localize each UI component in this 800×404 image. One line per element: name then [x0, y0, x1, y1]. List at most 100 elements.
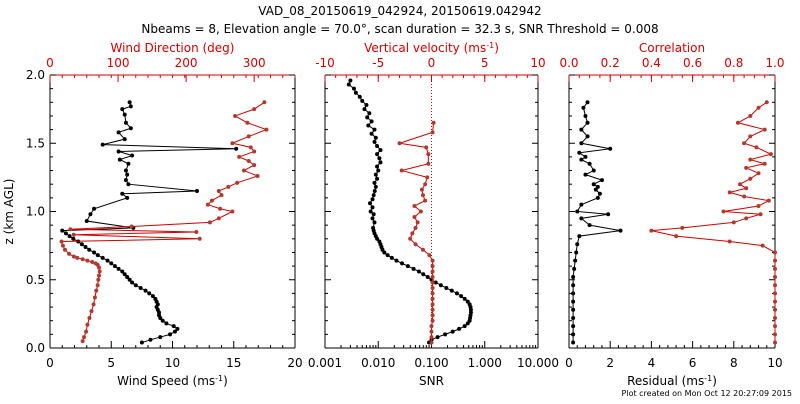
- data-point: [385, 253, 390, 258]
- top-tick-label: -5: [372, 56, 384, 70]
- data-point: [571, 275, 576, 280]
- data-point: [122, 112, 127, 117]
- data-point: [571, 291, 576, 296]
- data-point: [454, 291, 459, 296]
- data-point: [233, 113, 238, 118]
- data-point: [126, 182, 131, 187]
- top-axis-label: Wind Direction (deg): [111, 41, 235, 55]
- data-point: [87, 247, 92, 252]
- data-point: [571, 340, 576, 345]
- data-point: [112, 264, 117, 269]
- data-point: [377, 239, 382, 244]
- data-point: [255, 174, 260, 179]
- data-point: [431, 120, 436, 125]
- bottom-axis-label: Wind Speed (ms-1): [117, 374, 228, 389]
- data-point: [606, 212, 611, 217]
- data-point: [130, 153, 135, 158]
- data-point: [123, 168, 128, 173]
- data-point: [129, 224, 134, 229]
- data-point: [756, 105, 761, 110]
- data-point: [430, 296, 435, 301]
- data-point: [376, 168, 381, 173]
- data-point: [762, 161, 767, 166]
- y-tick-label: 1.5: [26, 136, 45, 150]
- data-point: [371, 193, 376, 198]
- data-point: [117, 157, 122, 162]
- data-point: [426, 152, 431, 157]
- data-point: [67, 234, 72, 239]
- data-point: [139, 340, 144, 345]
- data-point: [773, 315, 777, 320]
- data-point: [773, 266, 777, 271]
- data-point: [419, 187, 424, 192]
- data-point: [577, 234, 582, 239]
- data-point: [95, 283, 100, 288]
- data-point: [587, 223, 592, 228]
- data-point: [421, 272, 426, 277]
- data-point: [762, 127, 767, 132]
- data-point: [378, 160, 383, 165]
- data-point: [573, 258, 578, 263]
- data-point: [583, 113, 588, 118]
- data-point: [85, 258, 90, 263]
- data-point: [581, 105, 586, 110]
- top-tick-label: 10: [530, 56, 545, 70]
- top-tick-label: 0.8: [724, 56, 743, 70]
- data-point: [96, 277, 101, 282]
- series-wind-direction: [59, 100, 269, 344]
- data-point: [122, 137, 127, 142]
- data-point: [742, 141, 747, 146]
- data-point: [423, 182, 428, 187]
- data-point: [63, 231, 68, 236]
- data-point: [372, 127, 377, 132]
- data-point: [68, 227, 73, 232]
- panel-vertical: 0.001 0.010 0.100 1.000 10.000 SNR -10 -5 0 5 10 Ve…: [308, 41, 559, 389]
- data-point: [430, 313, 435, 318]
- data-point: [194, 229, 199, 234]
- data-point: [571, 299, 576, 304]
- data-point: [737, 182, 742, 187]
- data-point: [133, 283, 138, 288]
- data-point: [264, 127, 269, 132]
- top-tick-label: 0: [428, 56, 436, 70]
- figure-title-line1: VAD_08_20150619_042924, 20150619.042942: [258, 4, 541, 18]
- data-point: [435, 335, 440, 340]
- data-point: [122, 272, 127, 277]
- data-point: [742, 194, 747, 199]
- data-point: [216, 189, 221, 194]
- series-correlation: [649, 100, 777, 345]
- data-point: [599, 178, 604, 183]
- data-point: [766, 198, 771, 203]
- data-point: [116, 149, 121, 154]
- data-point: [378, 148, 383, 153]
- data-point: [125, 195, 130, 200]
- data-point: [680, 225, 685, 230]
- data-point: [758, 212, 763, 217]
- data-point: [97, 273, 101, 278]
- bottom-axis-label: SNR: [419, 374, 444, 388]
- data-point: [150, 294, 155, 299]
- data-point: [125, 172, 130, 177]
- data-point: [399, 168, 404, 173]
- data-point: [219, 193, 224, 198]
- data-point: [773, 291, 777, 296]
- data-point: [443, 332, 448, 337]
- data-point: [408, 236, 413, 241]
- data-point: [727, 190, 732, 195]
- data-point: [82, 335, 87, 340]
- data-point: [128, 126, 133, 131]
- data-point: [410, 231, 415, 236]
- data-point: [71, 254, 76, 259]
- data-point: [756, 171, 761, 176]
- data-point: [727, 239, 732, 244]
- data-point: [405, 264, 410, 269]
- x-tick-label: 0.001: [308, 356, 342, 370]
- data-point: [100, 142, 105, 147]
- data-point: [571, 315, 576, 320]
- data-point: [420, 193, 425, 198]
- data-point: [423, 198, 428, 203]
- x-tick-label: 0.100: [414, 356, 448, 370]
- data-point: [400, 261, 405, 266]
- data-point: [246, 158, 251, 163]
